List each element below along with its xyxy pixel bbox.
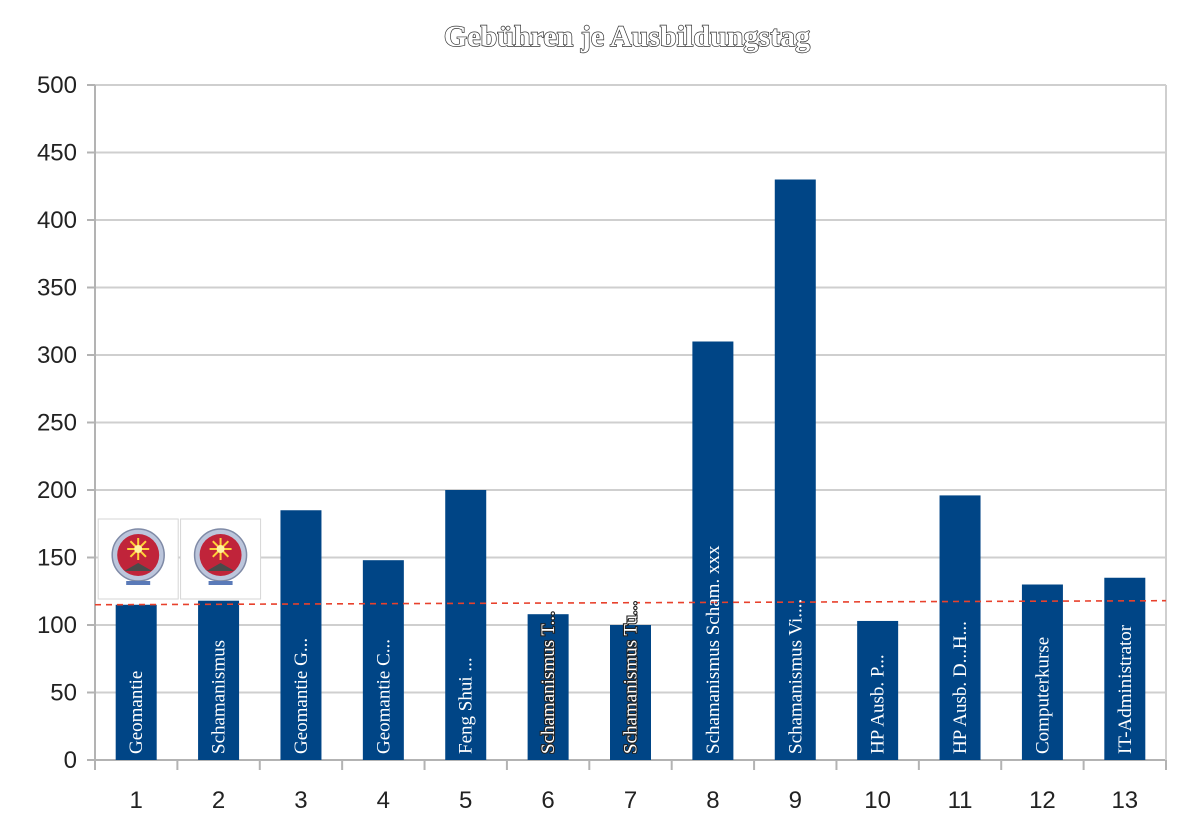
bar-label: Geomantie C... [373,639,394,754]
y-tick-label: 350 [37,275,77,302]
bar-label: HP Ausb. P... [868,654,889,754]
chart-title: Gebühren je Ausbildungstag [444,20,810,53]
bar-label: Schamanismus Tu... [621,601,642,754]
sun-medallion-icon [180,518,262,600]
bar-label: HP Ausb. D...H... [950,621,971,754]
x-tick-label: 13 [1111,787,1138,814]
sun-ray [129,550,137,558]
trendline-layer [94,599,1167,606]
bar [115,604,157,760]
sun-core [134,545,143,553]
bar-label: Schamanismus Vi.... [785,599,806,754]
y-tick-label: 400 [37,207,77,234]
bar [198,600,240,760]
bar [527,614,569,760]
x-tick-label: 12 [1029,787,1056,814]
sun-core [216,545,225,553]
y-tick-label: 150 [37,545,77,572]
y-tick-label: 0 [64,747,77,774]
y-tick-label: 100 [37,612,77,639]
sun-ray [129,540,137,548]
sun-ray [221,540,230,548]
sun-ray [139,540,147,548]
bar-label: IT-Administrator [1115,624,1136,754]
bar-label: Schamanismus [209,640,230,754]
bar [939,495,981,760]
bar [445,490,487,760]
x-tick-label: 1 [130,787,143,814]
y-tick-label: 250 [37,410,77,437]
medallion-caption-mark [126,581,151,585]
bar-label: Feng Shui ... [456,657,477,754]
bar [1021,584,1063,760]
bar-label: Schamanismus Scham. xxx [703,545,724,754]
bars [115,179,1146,760]
y-tick-label: 200 [37,477,77,504]
medallion-caption-mark [208,581,233,585]
sun-ray [212,540,220,548]
x-tick-label: 6 [541,787,554,814]
y-tick-label: 300 [37,342,77,369]
bar [692,341,734,760]
sun-medallion-icon [97,518,179,600]
bar [857,620,899,760]
bar [1104,577,1146,760]
bar-label: Schamanismus T... [538,611,559,754]
bar-labels: Geomantie Schamanismus Geomantie G... Geoma… [126,545,1136,755]
y-tick-label: 450 [37,140,77,167]
x-tick-label: 5 [459,787,472,814]
sun-ray [221,550,230,558]
bar [774,179,816,760]
gridlines [94,84,1167,761]
medallion-base [206,563,235,571]
x-tick-label: 10 [864,787,891,814]
x-tick-label: 11 [948,787,973,814]
y-tick-label: 50 [50,680,77,707]
sun-ray [212,550,220,558]
x-tick-label: 9 [789,787,802,814]
trendline [94,599,1167,606]
medallion-base [124,563,153,571]
bar [280,510,322,760]
logo-badges [97,518,262,600]
y-tick-label: 500 [37,72,77,99]
x-tick-label: 7 [624,787,637,814]
bar-label: Geomantie [126,671,147,754]
bar-label: Geomantie G... [291,638,312,754]
x-tick-label: 2 [212,787,225,814]
bar [362,560,404,760]
bar-label: Computerkurse [1032,637,1053,754]
sun-ray [139,550,147,558]
bar [610,625,651,760]
x-tick-label: 8 [706,787,719,814]
x-tick-label: 4 [377,787,390,814]
x-tick-label: 3 [294,787,307,814]
